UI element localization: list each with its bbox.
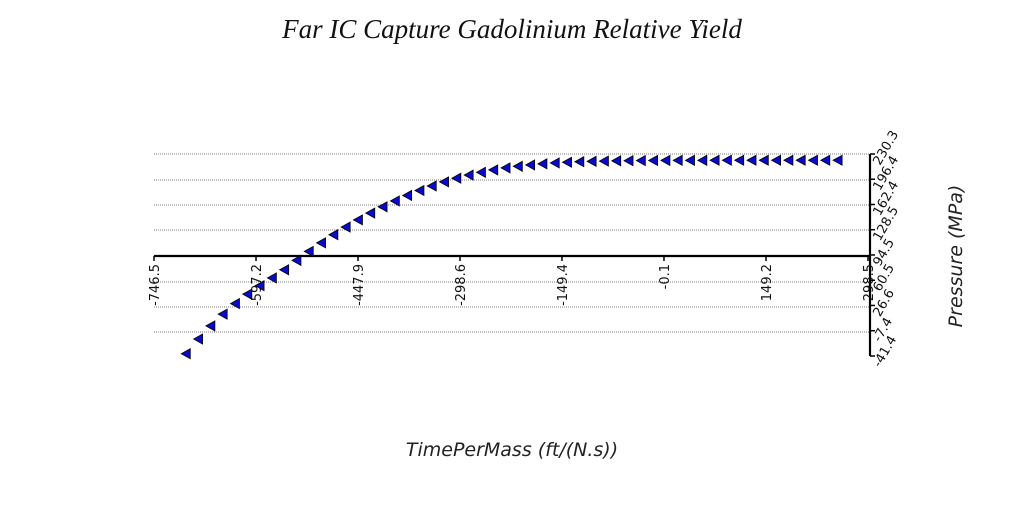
y-axis-label: Pressure (MPa) bbox=[945, 185, 967, 328]
data-point bbox=[303, 245, 314, 258]
data-point bbox=[524, 159, 536, 171]
data-point bbox=[660, 154, 671, 167]
data-point bbox=[315, 237, 326, 249]
data-point bbox=[377, 201, 388, 213]
data-point bbox=[438, 176, 449, 188]
data-point bbox=[770, 154, 782, 166]
data-point bbox=[500, 162, 511, 174]
data-point bbox=[672, 154, 683, 166]
data-point bbox=[746, 154, 757, 166]
x-tick-label: 298.5 bbox=[862, 264, 877, 301]
data-point bbox=[364, 207, 376, 219]
data-point bbox=[647, 154, 659, 167]
axes bbox=[154, 154, 872, 356]
data-point bbox=[352, 214, 363, 226]
grid-lines bbox=[154, 153, 870, 333]
data-point bbox=[451, 172, 462, 184]
data-point bbox=[254, 279, 265, 292]
x-tick-label: -746.5 bbox=[148, 264, 163, 306]
data-point bbox=[598, 155, 609, 167]
data-point bbox=[389, 195, 400, 207]
data-point bbox=[549, 157, 560, 169]
data-point bbox=[475, 166, 486, 178]
data-point bbox=[291, 254, 302, 267]
x-tick-label: -0.1 bbox=[658, 264, 673, 289]
data-point bbox=[635, 154, 646, 167]
x-tick-label: -447.9 bbox=[352, 264, 367, 306]
data-point bbox=[758, 154, 769, 166]
chart-title: Far IC Capture Gadolinium Relative Yield bbox=[282, 14, 742, 44]
y-tick-labels: -41.4-7.426.660.594.5128.5162.4196.4230.… bbox=[870, 128, 902, 370]
data-point bbox=[340, 221, 351, 233]
data-point bbox=[623, 155, 634, 167]
x-tick-label: -298.6 bbox=[454, 264, 469, 306]
data-points bbox=[180, 154, 843, 360]
data-point bbox=[414, 184, 425, 197]
data-point bbox=[180, 348, 191, 360]
data-point bbox=[537, 158, 548, 170]
data-point bbox=[328, 229, 339, 241]
data-point bbox=[586, 155, 597, 168]
x-tick-label: 149.2 bbox=[760, 264, 775, 301]
data-point bbox=[807, 154, 818, 166]
data-point bbox=[733, 154, 745, 166]
data-point bbox=[783, 154, 794, 166]
x-tick-label: -149.4 bbox=[556, 264, 571, 306]
data-point bbox=[610, 155, 622, 167]
data-point bbox=[721, 154, 732, 166]
data-point bbox=[217, 308, 228, 320]
data-point bbox=[709, 154, 720, 166]
data-point bbox=[192, 333, 203, 345]
data-point bbox=[574, 156, 585, 168]
data-point bbox=[819, 154, 831, 166]
data-point bbox=[561, 156, 572, 168]
data-point bbox=[696, 154, 708, 166]
data-point bbox=[795, 154, 806, 166]
data-point bbox=[278, 264, 290, 276]
data-point bbox=[463, 169, 474, 181]
x-tick-labels: -746.5-597.2-447.9-298.6-149.4-0.1149.22… bbox=[148, 256, 877, 306]
data-point bbox=[205, 320, 216, 332]
data-point bbox=[426, 180, 437, 192]
x-axis-label: TimePerMass (ft/(N.s)) bbox=[406, 439, 618, 461]
data-point bbox=[401, 189, 413, 202]
data-point bbox=[487, 164, 499, 176]
data-point bbox=[241, 288, 253, 300]
data-point bbox=[229, 297, 240, 310]
data-point bbox=[832, 154, 843, 166]
data-point bbox=[512, 160, 523, 172]
data-point bbox=[266, 272, 277, 284]
data-point bbox=[684, 154, 695, 166]
